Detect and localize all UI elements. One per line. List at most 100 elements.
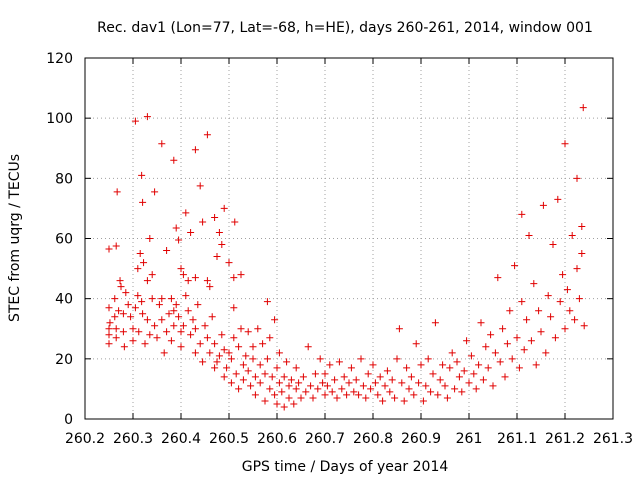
data-point bbox=[153, 334, 161, 342]
data-point bbox=[141, 340, 149, 348]
data-point bbox=[237, 325, 245, 333]
data-point bbox=[239, 361, 247, 369]
data-point bbox=[230, 304, 238, 312]
data-point bbox=[213, 253, 221, 261]
data-point bbox=[388, 376, 396, 384]
data-point bbox=[343, 391, 351, 399]
data-point bbox=[163, 247, 171, 255]
data-point bbox=[208, 313, 216, 321]
data-point bbox=[383, 367, 391, 375]
data-point bbox=[559, 271, 567, 279]
data-point bbox=[280, 403, 288, 411]
data-point bbox=[537, 328, 545, 336]
data-point bbox=[482, 343, 490, 351]
data-point bbox=[215, 352, 223, 360]
data-point bbox=[230, 274, 238, 282]
data-point bbox=[206, 349, 214, 357]
data-point bbox=[297, 394, 305, 402]
data-point bbox=[119, 328, 127, 336]
data-point bbox=[167, 295, 175, 303]
data-point bbox=[170, 156, 178, 164]
data-point bbox=[268, 373, 276, 381]
data-point bbox=[429, 370, 437, 378]
data-point bbox=[155, 301, 163, 309]
data-point bbox=[580, 322, 588, 330]
x-tick-label: 260.3 bbox=[113, 431, 153, 447]
data-point bbox=[134, 265, 142, 273]
data-point bbox=[235, 385, 243, 393]
data-point bbox=[518, 210, 526, 218]
data-point bbox=[170, 307, 178, 315]
data-point bbox=[357, 355, 365, 363]
data-point bbox=[220, 373, 228, 381]
data-point bbox=[340, 373, 348, 381]
data-point bbox=[472, 385, 480, 393]
data-point bbox=[251, 391, 259, 399]
data-point bbox=[151, 188, 159, 196]
data-point bbox=[280, 373, 288, 381]
data-point bbox=[237, 271, 245, 279]
x-tick-label: 261.2 bbox=[545, 431, 585, 447]
data-point bbox=[105, 325, 113, 333]
x-tick-label: 260.8 bbox=[353, 431, 393, 447]
data-point bbox=[177, 328, 185, 336]
data-point bbox=[556, 298, 564, 306]
data-point bbox=[218, 331, 226, 339]
data-point bbox=[465, 379, 473, 387]
data-point bbox=[172, 224, 180, 232]
data-point bbox=[273, 364, 281, 372]
data-point bbox=[513, 334, 521, 342]
x-tick-label: 260.7 bbox=[305, 431, 345, 447]
data-point bbox=[146, 331, 154, 339]
data-point bbox=[179, 271, 187, 279]
y-tick-label: 120 bbox=[46, 51, 73, 67]
data-point bbox=[542, 349, 550, 357]
data-point bbox=[172, 301, 180, 309]
data-point bbox=[309, 394, 317, 402]
data-point bbox=[235, 343, 243, 351]
data-point bbox=[333, 394, 341, 402]
data-point bbox=[441, 382, 449, 390]
data-point bbox=[369, 361, 377, 369]
data-point bbox=[247, 382, 255, 390]
data-point bbox=[573, 265, 581, 273]
data-point bbox=[371, 379, 379, 387]
data-point bbox=[187, 331, 195, 339]
data-point bbox=[111, 295, 119, 303]
data-point bbox=[167, 337, 175, 345]
data-point bbox=[151, 322, 159, 330]
data-point bbox=[407, 373, 415, 381]
data-point bbox=[328, 388, 336, 396]
data-point bbox=[242, 352, 250, 360]
data-point bbox=[355, 391, 363, 399]
data-point bbox=[506, 307, 514, 315]
data-point bbox=[539, 201, 547, 209]
data-point bbox=[175, 236, 183, 244]
data-point bbox=[187, 228, 195, 236]
data-point bbox=[285, 382, 293, 390]
data-point bbox=[124, 301, 132, 309]
data-point bbox=[554, 195, 562, 203]
data-point bbox=[499, 325, 507, 333]
data-point bbox=[395, 325, 403, 333]
data-point bbox=[115, 307, 123, 315]
data-point bbox=[412, 340, 420, 348]
data-point bbox=[158, 295, 166, 303]
data-point bbox=[484, 364, 492, 372]
data-point bbox=[549, 241, 557, 249]
data-point bbox=[381, 382, 389, 390]
data-point bbox=[194, 301, 202, 309]
chart-title: Rec. dav1 (Lon=77, Lat=-68, h=HE), days … bbox=[97, 20, 593, 36]
data-point bbox=[475, 361, 483, 369]
data-point bbox=[518, 298, 526, 306]
data-point bbox=[275, 349, 283, 357]
data-point bbox=[321, 370, 329, 378]
data-point bbox=[410, 391, 418, 399]
data-point bbox=[477, 319, 485, 327]
data-point bbox=[285, 394, 293, 402]
data-point bbox=[191, 349, 199, 357]
data-point bbox=[177, 343, 185, 351]
data-point bbox=[199, 218, 207, 226]
data-point bbox=[278, 388, 286, 396]
